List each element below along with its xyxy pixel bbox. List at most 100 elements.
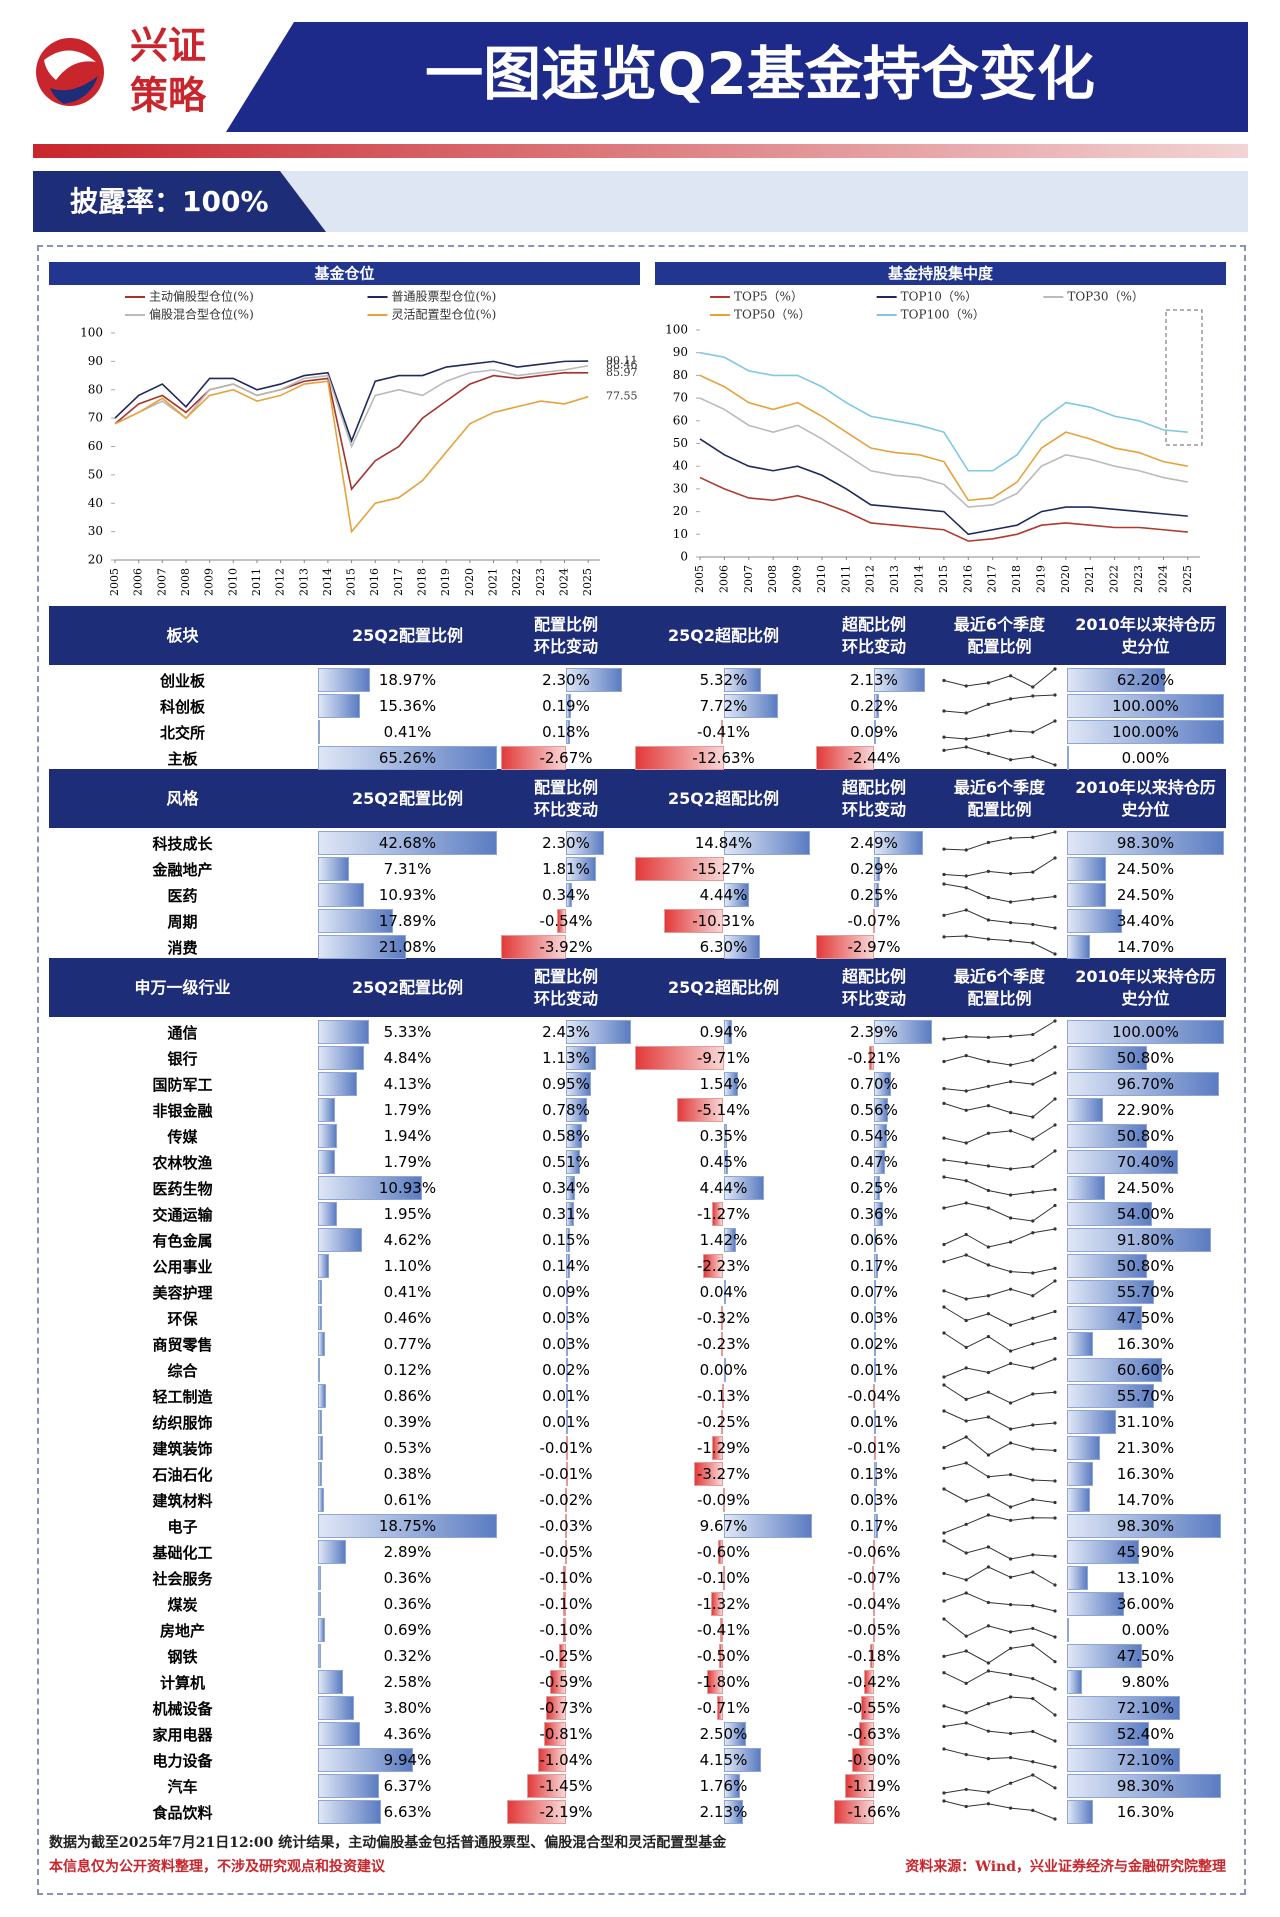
sparkline-dot xyxy=(1009,1270,1013,1274)
table-row: 家用电器 4.36% -0.81% 2.50% -0.63% 52.40% xyxy=(49,1719,1226,1746)
header-cell: 配置比例 环比变动 xyxy=(499,958,633,1017)
cell-value: 100.00% xyxy=(1112,697,1179,715)
sparkline-dot xyxy=(1031,1676,1035,1681)
cell-value: 50.80% xyxy=(1116,1127,1175,1145)
x-tick-label: 2020 xyxy=(463,568,476,596)
change-bar xyxy=(718,1540,724,1564)
sparkline-dot xyxy=(1031,1643,1035,1647)
table-cell xyxy=(934,1745,1065,1775)
table-cell xyxy=(934,1095,1065,1125)
table-row: 通信 5.33% 2.43% 0.94% 2.39% 100.00% xyxy=(49,1017,1226,1044)
x-tick-label: 2023 xyxy=(534,568,547,596)
chart-title-bar xyxy=(49,262,640,285)
sparkline-dot xyxy=(1031,1808,1035,1812)
sparkline-dot xyxy=(1031,1190,1035,1194)
table-cell: 24.50% xyxy=(1065,854,1226,884)
change-bar xyxy=(874,1280,876,1304)
x-tick-label: 2013 xyxy=(297,568,310,596)
cell-value: -0.21% xyxy=(847,1049,901,1067)
sparkline-dot xyxy=(942,1331,946,1335)
series-line xyxy=(699,438,1188,536)
table-cell: 0.03% xyxy=(814,1485,934,1515)
table-cell: 0.09% xyxy=(499,1277,633,1307)
title-banner xyxy=(226,22,1248,132)
sparkline xyxy=(942,1461,1057,1483)
sparkline-dot xyxy=(942,1724,946,1729)
change-bar xyxy=(816,746,874,770)
table-cell xyxy=(934,1693,1065,1723)
header-cell: 风格 xyxy=(49,769,316,828)
sparkline-dot xyxy=(1053,926,1057,930)
table-cell: 70.40% xyxy=(1065,1147,1226,1177)
change-bar xyxy=(566,1384,568,1408)
cell-value: -0.10% xyxy=(539,1595,593,1613)
row-name: 科技成长 xyxy=(152,834,213,853)
value-bar xyxy=(1067,1124,1147,1148)
cell-value: 0.03% xyxy=(542,1309,590,1327)
sparkline-dot xyxy=(1009,1557,1013,1561)
cell-value: 0.06% xyxy=(850,1231,898,1249)
sparkline-dot xyxy=(942,1671,946,1675)
sparkline-dot xyxy=(986,1475,990,1479)
value-bar xyxy=(318,1748,413,1772)
sparkline-dot xyxy=(1053,1448,1057,1453)
table-cell: 0.29% xyxy=(814,854,934,884)
change-bar xyxy=(723,694,778,718)
sparkline-dot xyxy=(942,1206,946,1210)
header-text: 超配比例 xyxy=(841,777,906,797)
table-row: 科创板 15.36% 0.19% 7.72% 0.22% 100.00% xyxy=(49,691,1226,718)
table-cell: 0.01% xyxy=(814,1407,934,1437)
sparkline xyxy=(942,1747,1057,1769)
change-bar xyxy=(722,1488,725,1512)
cell-value: 16.30% xyxy=(1116,1803,1175,1821)
sparkline-dot xyxy=(942,1158,946,1162)
y-tick-label: 10 xyxy=(673,527,688,541)
x-tick-label: 2007 xyxy=(155,568,168,596)
sparkline-dot xyxy=(1009,1603,1013,1607)
table-cell: -10.31% xyxy=(633,906,814,936)
table-cell: 0.95% xyxy=(499,1069,633,1099)
change-bar xyxy=(557,909,566,933)
sparkline xyxy=(942,1071,1057,1093)
change-bar xyxy=(635,746,724,770)
table-cell: 62.20% xyxy=(1065,665,1226,695)
table-cell: -0.54% xyxy=(499,906,633,936)
header-text: 风格 xyxy=(166,788,199,808)
change-bar xyxy=(872,1566,875,1590)
sparkline-dot xyxy=(964,1711,968,1715)
table-cell: 2.43% xyxy=(499,1017,633,1047)
cell-value: 0.54% xyxy=(850,1127,898,1145)
change-bar xyxy=(874,1176,881,1200)
cell-value: 0.02% xyxy=(542,1361,590,1379)
header-cell: 超配比例 环比变动 xyxy=(814,769,934,828)
table-cell: 4.44% xyxy=(633,1173,814,1203)
cell-value: 0.02% xyxy=(850,1335,898,1353)
sparkline-dot xyxy=(986,1188,990,1193)
change-bar xyxy=(722,1384,725,1408)
header-text: 25Q2配置比例 xyxy=(351,625,463,645)
sparkline-dot xyxy=(1009,1781,1013,1785)
table-row: 建筑装饰 0.53% -0.01% -1.29% -0.01% 21.30% xyxy=(49,1433,1226,1460)
cell-value: 65.26% xyxy=(378,749,437,767)
table-cell: 0.56% xyxy=(814,1095,934,1125)
series-line xyxy=(699,476,1188,542)
sparkline-dot xyxy=(986,702,990,707)
cell-value: 2.39% xyxy=(850,1023,898,1041)
table-row: 机械设备 3.80% -0.73% -0.71% -0.55% 72.10% xyxy=(49,1693,1226,1720)
table-cell: -0.07% xyxy=(814,1563,934,1593)
sparkline-dot xyxy=(942,1101,946,1105)
header-text: 25Q2配置比例 xyxy=(351,977,463,997)
x-tick-label: 2022 xyxy=(510,568,523,596)
x-tick-label: 2011 xyxy=(839,565,852,593)
value-bar xyxy=(318,883,364,907)
sparkline-dot xyxy=(986,1702,990,1706)
sparkline-dot xyxy=(1009,1505,1013,1509)
header-text: 史分位 xyxy=(1121,799,1170,819)
cell-value: 0.38% xyxy=(383,1465,432,1483)
sparkline-dot xyxy=(942,1289,946,1293)
table-cell: 0.36% xyxy=(814,1199,934,1229)
table-cell: 1.79% xyxy=(316,1147,499,1177)
x-tick-label: 2023 xyxy=(1132,565,1145,593)
value-bar xyxy=(1067,1618,1069,1642)
change-bar xyxy=(860,1696,874,1720)
